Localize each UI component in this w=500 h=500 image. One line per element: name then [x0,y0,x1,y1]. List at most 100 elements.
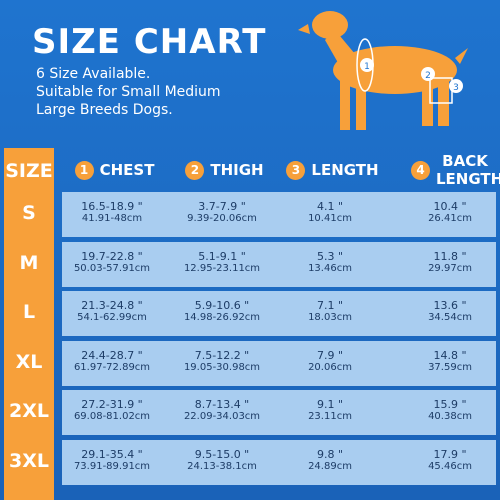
size-label: M [19,251,39,274]
inch-value: 7.1 " [316,299,344,312]
inch-value: 15.9 " [433,398,467,411]
inch-value: 7.5-12.2 " [194,348,250,362]
cm-value: 45.46cm [428,460,472,472]
row-background [62,390,496,435]
inch-value: 11.8 " [433,249,467,263]
row-background [62,439,496,485]
cell: 7.1 " 18.03cm [275,299,385,323]
size-label: XL [15,350,43,373]
cell: 9.5-15.0 " 24.13-38.1cm [167,448,277,472]
column-number: 3 [286,160,306,180]
cm-value: 40.38cm [428,411,472,422]
inch-value: 21.3-24.8 " [81,299,143,312]
column-number: 4 [411,160,430,180]
diagram-label: 1 [364,62,370,72]
inch-value: 17.9 " [433,447,467,461]
cell: 24.4-28.7 " 61.97-72.89cm [57,349,167,373]
cm-value: 24.13-38.1cm [187,460,257,472]
inch-value: 9.8 " [316,447,344,461]
cell: 29.1-35.4 " 73.91-89.91cm [57,448,167,472]
inch-value: 9.1 " [316,398,344,411]
column-header: 1 CHEST [57,150,172,190]
cell: 9.8 " 24.89cm [275,448,385,472]
cm-value: 18.03cm [308,312,352,323]
inch-value: 27.2-31.9 " [81,398,143,411]
inch-value: 3.7-7.9 " [198,200,246,213]
cm-value: 9.39-20.06cm [187,213,257,224]
cm-value: 20.06cm [308,361,352,373]
cell: 11.8 " 29.97cm [395,250,500,274]
inch-value: 9.5-15.0 " [194,447,250,461]
cell: 13.6 " 34.54cm [395,299,500,323]
row-background [62,291,496,336]
row-background [62,340,496,386]
cm-value: 12.95-23.11cm [183,262,261,274]
column-header: 2 THIGH [167,150,282,190]
size-label: L [22,301,36,323]
row-background [62,192,496,237]
cell: 21.3-24.8 " 54.1-62.99cm [57,299,167,323]
cm-value: 34.54cm [428,312,472,323]
cell: 19.7-22.8 " 50.03-57.91cm [57,250,167,274]
cell: 4.1 " 10.41cm [275,200,385,224]
size-label: 3XL [9,449,49,472]
description: Suitable for Small Medium [36,84,221,100]
column-label: LENGTH [311,161,379,179]
cm-value: 23.11cm [308,411,352,422]
description: Large Breeds Dogs. [36,102,173,118]
cell: 7.9 " 20.06cm [275,349,385,373]
column-number: 1 [74,160,94,180]
inch-value: 19.7-22.8 " [81,249,143,263]
inch-value: 13.6 " [433,299,467,312]
inch-value: 14.8 " [433,348,467,362]
size-label: S [22,202,36,224]
row-background [62,241,496,287]
inch-value: 5.1-9.1 " [198,249,246,263]
column-label: CHEST [99,161,155,179]
size-label: 2XL [9,400,49,422]
cm-value: 10.41cm [308,213,352,224]
cm-value: 50.03-57.91cm [73,262,151,274]
cell: 10.4 " 26.41cm [395,200,500,224]
cm-value: 73.91-89.91cm [73,460,151,472]
cell: 5.1-9.1 " 12.95-23.11cm [167,250,277,274]
cell: 15.9 " 40.38cm [395,398,500,422]
cm-value: 22.09-34.03cm [183,411,261,422]
size-header: SIZE [5,160,53,182]
cell: 8.7-13.4 " 22.09-34.03cm [167,398,277,422]
cm-value: 13.46cm [308,262,352,274]
inch-value: 7.9 " [316,348,344,362]
cell: 14.8 " 37.59cm [395,349,500,373]
cell: 3.7-7.9 " 9.39-20.06cm [167,200,277,224]
description: 6 Size Available. [36,66,151,82]
diagram-label: 2 [425,71,431,81]
inch-value: 8.7-13.4 " [194,398,250,411]
column-header: 4 BACK LENGTH [395,150,500,190]
inch-value: 16.5-18.9 " [81,200,143,213]
cell: 9.1 " 23.11cm [275,398,385,422]
column-header: 3 LENGTH [275,150,390,190]
cm-value: 24.89cm [308,460,352,472]
cm-value: 41.91-48cm [81,213,143,224]
diagram-label: 3 [453,83,459,93]
inch-value: 29.1-35.4 " [81,447,143,461]
cell: 5.9-10.6 " 14.98-26.92cm [167,299,277,323]
cell: 7.5-12.2 " 19.05-30.98cm [167,349,277,373]
dog-diagram: 1 2 3 [298,11,468,130]
inch-value: 5.3 " [316,249,344,263]
cell: 27.2-31.9 " 69.08-81.02cm [57,398,167,422]
cm-value: 19.05-30.98cm [183,361,261,373]
size-column [4,148,54,500]
inch-value: 4.1 " [316,200,344,213]
cm-value: 61.97-72.89cm [73,361,151,373]
cell: 17.9 " 45.46cm [395,448,500,472]
cm-value: 37.59cm [428,361,472,373]
column-label: THIGH [210,161,264,179]
cell: 5.3 " 13.46cm [275,250,385,274]
column-label: BACK LENGTH [436,152,500,188]
cell: 16.5-18.9 " 41.91-48cm [57,200,167,224]
column-number: 2 [185,160,205,180]
cm-value: 14.98-26.92cm [183,312,261,323]
inch-value: 5.9-10.6 " [194,299,250,312]
